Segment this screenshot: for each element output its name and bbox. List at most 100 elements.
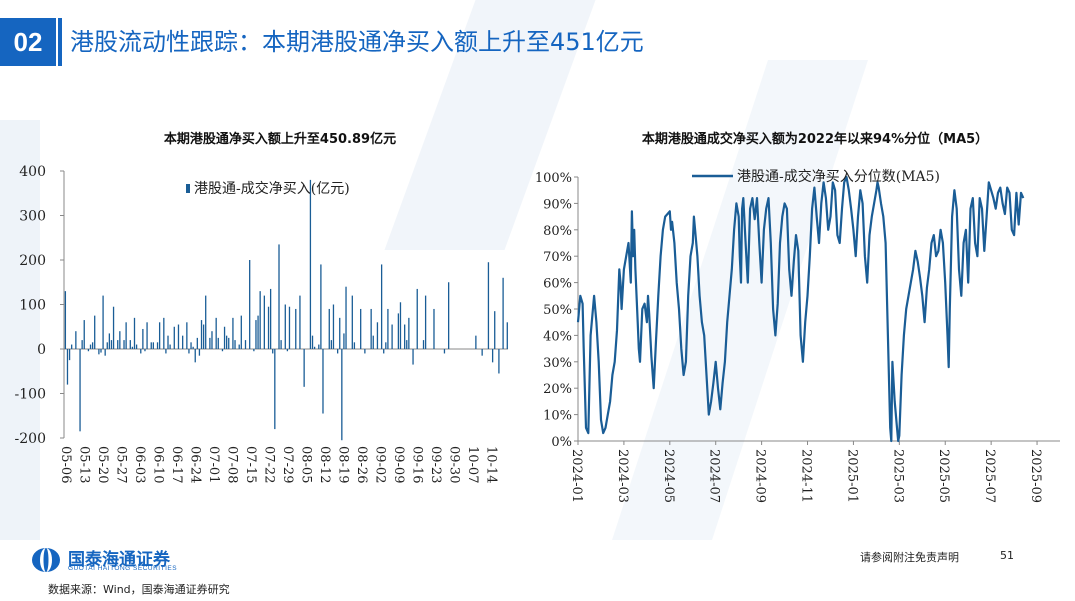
bar xyxy=(94,315,96,349)
bar xyxy=(202,324,205,349)
bar xyxy=(383,349,385,354)
x-tick-label: 07-01 xyxy=(206,446,221,483)
bar xyxy=(498,349,500,374)
right-chart-title: 本期港股通成交净买入额为2022年以来94%分位（MA5） xyxy=(641,132,989,147)
bar xyxy=(177,324,180,349)
left-chart-title: 本期港股通净买入额上升至450.89亿元 xyxy=(163,132,397,147)
x-tick-label: 07-15 xyxy=(243,446,258,483)
bar xyxy=(221,349,224,352)
bar xyxy=(309,179,312,349)
bar xyxy=(284,304,286,349)
bar xyxy=(228,337,230,349)
bar xyxy=(274,349,276,430)
bar xyxy=(123,340,125,349)
bar xyxy=(238,344,240,349)
y-tick-label: 30% xyxy=(543,356,572,371)
x-tick-label: 06-24 xyxy=(188,446,203,483)
bar xyxy=(475,335,477,349)
bar xyxy=(215,317,217,349)
series-line xyxy=(576,175,1025,443)
bar xyxy=(376,322,379,349)
x-tick-label: 2025-09 xyxy=(1028,449,1043,503)
x-tick-label: 08-12 xyxy=(317,446,332,483)
y-tick-label: 70% xyxy=(543,250,572,265)
bar xyxy=(66,349,69,385)
bar xyxy=(295,308,297,349)
bar xyxy=(263,295,265,349)
bar xyxy=(380,264,383,349)
bar xyxy=(129,340,131,349)
y-tick-label: 200 xyxy=(19,253,46,269)
x-tick-label: 07-29 xyxy=(280,446,295,483)
legend-label: 港股通-成交净买入分位数(MA5) xyxy=(737,168,940,185)
bar xyxy=(345,286,347,349)
bar xyxy=(150,342,152,349)
x-tick-label: 09-30 xyxy=(447,446,462,483)
x-tick-label: 08-26 xyxy=(354,446,369,483)
bar xyxy=(91,342,94,349)
bar xyxy=(412,349,414,365)
bar xyxy=(328,308,330,349)
bar xyxy=(249,260,251,349)
bar xyxy=(167,335,169,349)
bar xyxy=(117,340,119,349)
bar xyxy=(98,349,100,355)
bar xyxy=(169,344,171,349)
bar xyxy=(332,304,335,349)
y-tick-label: -100 xyxy=(15,387,46,403)
bar xyxy=(408,317,410,349)
x-tick-label: 09-02 xyxy=(373,446,388,483)
bar xyxy=(209,337,211,349)
bar xyxy=(481,349,483,356)
x-tick-label: 06-03 xyxy=(132,446,147,483)
bar xyxy=(198,349,201,356)
bar xyxy=(87,349,90,352)
bar xyxy=(79,349,81,432)
x-tick-label: 2024-09 xyxy=(753,449,768,503)
y-tick-label: 60% xyxy=(543,277,572,292)
bar xyxy=(144,349,146,352)
x-tick-label: 05-27 xyxy=(114,446,129,483)
bar xyxy=(322,349,324,414)
bar xyxy=(339,317,341,349)
left-bar-chart: -200 -100 0 100 200 300 400 05-06 05-13 05-20 05-2… xyxy=(15,164,508,483)
logo-emblem-icon xyxy=(32,548,60,572)
y-tick-label: 40% xyxy=(543,329,572,344)
x-tick-label: 05-06 xyxy=(58,446,73,483)
bar xyxy=(255,320,257,349)
y-tick-label: 100% xyxy=(535,171,572,186)
bar xyxy=(100,349,102,353)
bar xyxy=(397,313,400,349)
bar xyxy=(163,317,165,349)
bar xyxy=(196,337,198,349)
bar xyxy=(433,308,435,349)
y-tick-label: 10% xyxy=(543,409,572,424)
bar xyxy=(370,308,372,349)
bar xyxy=(200,320,203,349)
bar xyxy=(443,349,446,354)
logo-name: 国泰海通证券 xyxy=(68,550,170,570)
y-tick-label: 300 xyxy=(19,209,46,225)
legend-label: 港股通-成交净买入(亿元) xyxy=(194,180,350,197)
bar xyxy=(259,291,261,349)
bar xyxy=(303,349,305,387)
bar xyxy=(182,335,184,349)
page-title: 港股流动性跟踪：本期港股通净买入额上升至451亿元 xyxy=(70,28,644,56)
bar xyxy=(108,333,111,349)
bar xyxy=(89,344,92,349)
bar xyxy=(192,346,194,349)
bar xyxy=(119,331,121,349)
x-tick-label: 06-10 xyxy=(151,446,166,483)
x-tick-label: 09-16 xyxy=(410,446,425,483)
bar xyxy=(211,331,213,349)
bar xyxy=(133,317,136,349)
bar xyxy=(194,349,196,363)
x-tick-label: 2024-05 xyxy=(661,449,676,503)
bar xyxy=(416,288,418,349)
bar xyxy=(487,262,490,349)
bar xyxy=(217,337,219,349)
x-tick-label: 2024-03 xyxy=(615,449,630,503)
bar xyxy=(75,331,77,349)
bar xyxy=(131,346,134,349)
x-tick-label: 2024-01 xyxy=(569,449,584,503)
